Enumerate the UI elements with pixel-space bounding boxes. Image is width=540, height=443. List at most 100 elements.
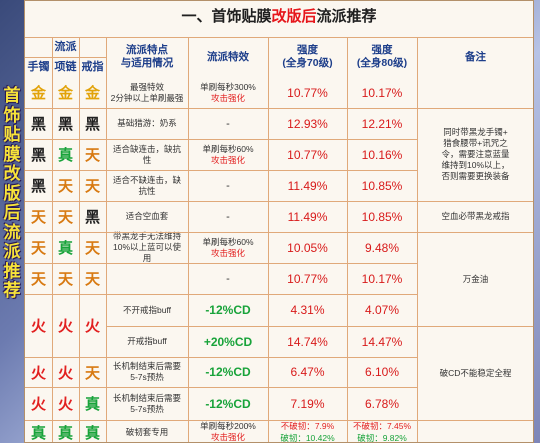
value-no-break: 7.45% [386,421,412,431]
tag-necklace: 黑 [57,116,73,133]
tag-necklace: 火 [57,396,73,413]
effect-text: - [226,117,230,130]
strength-s70: 10.77% [287,85,328,100]
sidebar-char: 膜 [3,144,21,164]
feature-text: 适合空血套 [125,211,169,221]
strength-s70: 14.74% [287,334,328,349]
tag-necklace: 金 [57,85,73,102]
grid-line [25,420,417,421]
feature-text: 带黑龙手无法维持 10%以上蓝可以使 用 [112,231,181,263]
tag-necklace: 火 [57,318,73,335]
header-ring: 戒指 [81,61,104,73]
grid-line [52,37,53,442]
effect-text: -12%CD [205,396,251,411]
effect-text: 单刷每秒200% 攻击强化 [188,420,268,442]
title-suffix: 流派推荐 [316,8,377,25]
sidebar-char: 后 [3,203,21,222]
table-panel: 一、首饰贴膜改版后流派推荐 流派 手镯 项链 戒指 流派特点 与适用情况 流派特效 强度 (… [24,0,534,443]
feature-text: 破韧套专用 [125,426,169,437]
grid-line [25,57,106,58]
feature-text: 长机制结束后需要 5-7s预热 [112,392,181,414]
sidebar-char: 首 [3,86,21,105]
grid-line [25,108,417,109]
tag-bracelet: 天 [30,209,46,226]
title-highlight: 改版后 [271,8,317,25]
grid-line [417,326,533,327]
tag-bracelet: 火 [30,364,46,382]
strength-s80: 10.17% [361,85,403,100]
effect-line: 单刷每秒200% [200,421,256,431]
effect-line: 单刷每秒60% [202,236,254,247]
header-notes: 备注 [465,50,486,63]
header-bracelet: 手镯 [27,61,50,73]
grid-line [25,37,533,38]
feature-text: 适合不缺连击，缺 抗性 [112,174,181,196]
effect-text: 单刷每秒60% 攻击强化 [188,232,268,263]
strength-s70: 10.05% [287,240,328,255]
feature-text: 最强特效 2分钟以上单刷最强 [110,81,184,103]
tag-necklace: 天 [57,178,73,195]
tag-necklace: 真 [57,240,73,257]
tag-ring: 天 [84,147,100,164]
effect-buff: 攻击强化 [210,247,245,258]
strength-s80: 6.78% [364,396,400,411]
tag-bracelet: 火 [30,318,46,335]
strength-s80: 不破韧：7.45% 破韧：9.82% [347,420,417,443]
effect-text: -12%CD [205,303,251,317]
tag-bracelet: 黑 [30,116,46,133]
grid-line [25,263,417,264]
header-effect: 流派特效 [207,50,249,63]
grid-line [268,37,269,442]
strength-s70: 11.49% [287,209,328,224]
tag-necklace: 真 [57,424,73,442]
label-break: 破韧： [280,433,306,443]
feature-text: 基础猎游：奶系 [117,118,177,128]
strength-s80: 12.21% [361,116,403,131]
grid-line [25,357,417,358]
effect-text: +20%CD [203,334,253,349]
strength-break: 破韧：10.42% [280,432,334,443]
strength-s70: 7.19% [290,396,325,411]
strength-s80: 10.85% [361,209,403,224]
strength-s80: 4.07% [364,303,400,317]
tag-bracelet: 金 [30,85,46,102]
header-necklace: 项链 [54,61,77,73]
strength-break: 破韧：9.82% [357,432,407,443]
grid-line [417,201,533,202]
grid-line [25,139,417,140]
grid-line [25,387,417,388]
grid-line [25,294,417,295]
strength-s80: 10.17% [361,271,403,286]
grid-line [417,37,418,442]
value-break: 9.82% [382,433,407,443]
tag-bracelet: 黑 [30,178,46,195]
feature-text: 适合缺连击，缺抗 性 [112,143,181,165]
tag-ring: 金 [84,85,100,102]
grid-line [25,170,417,171]
effect-text: 单刷每秒300% 攻击强化 [188,77,268,108]
tag-ring: 真 [84,396,100,413]
effect-text: - [226,210,230,223]
tag-ring: 黑 [84,209,100,226]
effect-buff: 攻击强化 [210,92,245,103]
strength-s80: 14.47% [361,334,403,349]
effect-buff: 攻击强化 [210,154,245,165]
strength-s70: 4.31% [290,303,325,317]
tag-necklace: 火 [57,364,73,382]
tag-necklace: 天 [57,209,73,226]
strength-s80: 6.10% [364,365,400,379]
strength-s80: 10.85% [361,178,403,193]
effect-text: -12%CD [205,365,251,379]
feature-text: 开戒指buff [127,336,167,346]
strength-s70: 11.49% [287,178,328,193]
header-str80: 强度 (全身80级) [356,44,408,69]
label-no-break: 不破韧： [352,421,387,431]
grid-line [106,326,417,327]
strength-no-break: 不破韧：7.45% [353,420,411,432]
title-prefix: 一、首饰贴膜 [181,8,272,25]
strength-s70: 12.93% [287,116,328,131]
note-cell: 空血必带黑龙戒指 [441,211,510,221]
sidebar-char: 版 [3,183,21,203]
sidebar-char: 派 [3,242,21,261]
grid-line [417,108,533,109]
